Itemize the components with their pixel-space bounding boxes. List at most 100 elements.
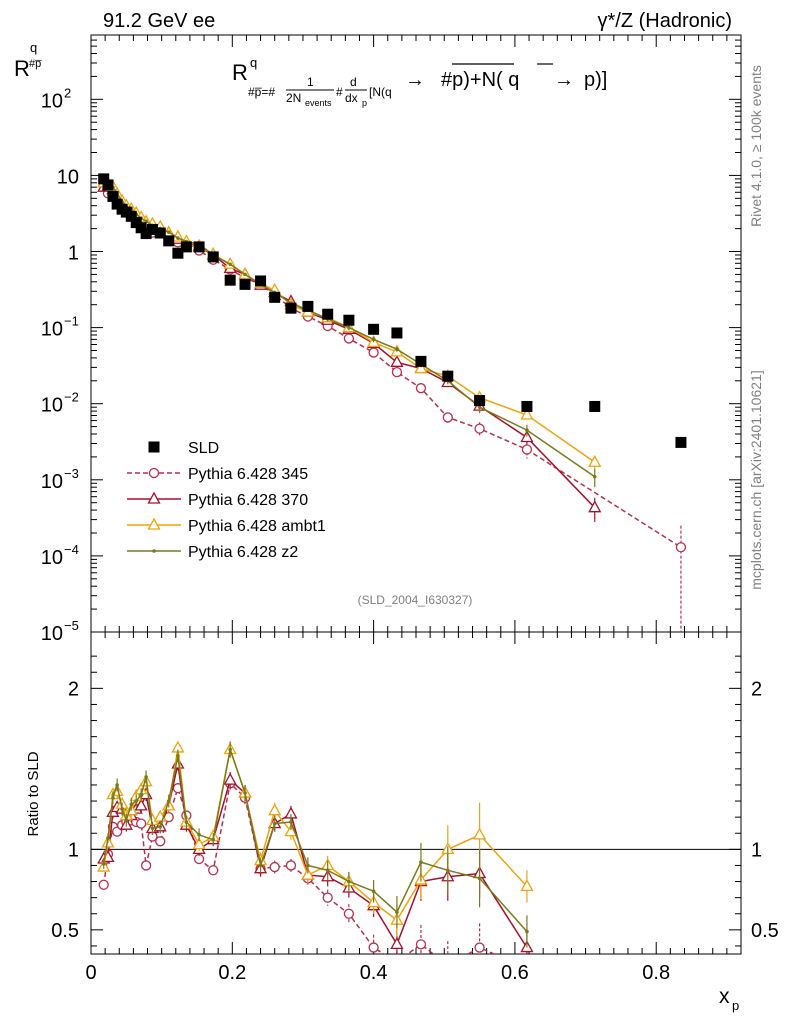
data-point (525, 929, 529, 934)
legend-marker (152, 549, 156, 553)
data-point (368, 347, 379, 358)
data-point (243, 272, 247, 277)
data-point (269, 291, 281, 303)
data-point (163, 235, 175, 247)
data-point (155, 836, 166, 847)
x-tick-label: 0.4 (360, 962, 388, 984)
formula-arrow-2: → (554, 69, 574, 91)
data-point (371, 337, 376, 342)
data-point (525, 428, 529, 432)
process-label: γ*/Z (Hadronic) (598, 10, 732, 32)
formula-title: R q #p̅=# 1 2N events # d dx p [N(q → #p… (232, 55, 607, 108)
data-point (258, 863, 263, 868)
data-point (146, 223, 158, 235)
data-point (224, 274, 236, 286)
y-tick-exp: −4 (64, 542, 79, 557)
data-point (124, 818, 129, 823)
y-tick-exp: −3 (64, 466, 79, 481)
data-point (243, 791, 247, 795)
data-point (98, 879, 109, 890)
data-point (102, 179, 114, 191)
formula-sup-q: q (250, 55, 257, 70)
data-point (347, 325, 351, 330)
formula-tail: p)] (584, 69, 607, 91)
data-point (415, 383, 427, 394)
data-point (129, 802, 134, 807)
ylabel-R: R (14, 56, 30, 81)
legend-item-pythia-6-428-370: Pythia 6.428 370 (127, 491, 308, 509)
analysis-label: (SLD_2004_I630327) (358, 593, 473, 607)
data-point (588, 500, 602, 513)
legend-label: Pythia 6.428 345 (188, 466, 308, 483)
data-point (419, 860, 423, 865)
data-point (223, 772, 237, 785)
formula-R: R (232, 60, 248, 85)
y-tick-base: 10 (41, 623, 63, 645)
legend-label: Pythia 6.428 ambt1 (188, 518, 326, 535)
data-point (589, 400, 601, 412)
formula-hash: # (336, 85, 343, 99)
legend-label: Pythia 6.428 370 (188, 492, 308, 509)
y-tick-exp: 2 (64, 85, 71, 100)
data-point (176, 754, 180, 758)
y-tick-base: 1 (68, 243, 79, 265)
data-point (268, 803, 282, 816)
data-point (140, 860, 152, 871)
data-point (520, 879, 534, 892)
xlabel-sub: p (732, 998, 739, 1013)
data-point (111, 796, 115, 800)
y-tick-base: 10 (41, 395, 63, 417)
x-tick-label: 0.8 (642, 962, 670, 984)
data-point (285, 860, 297, 871)
y-tick-label: 10 −4 (41, 542, 79, 569)
series-line-pythia-6-428-370 (103, 763, 528, 949)
data-point (390, 936, 404, 949)
formula-arrow-1: → (405, 69, 425, 91)
upper-plot-series (97, 173, 687, 632)
data-point (269, 861, 280, 873)
data-point (115, 783, 119, 787)
data-point (343, 314, 355, 326)
series-sld (98, 173, 687, 448)
data-point (134, 798, 148, 811)
legend-item-pythia-6-428-345: Pythia 6.428 345 (127, 466, 308, 483)
series-pythia-6-428-370 (97, 756, 534, 954)
series-line-pythia-6-428-ambt1 (102, 746, 528, 922)
formula-frac-den: 2N (286, 91, 301, 105)
data-point (134, 799, 139, 803)
data-point (184, 820, 189, 824)
formula-bracket: [N(q (369, 85, 392, 99)
data-point (197, 833, 201, 837)
data-point (442, 412, 453, 423)
upper-y-axis-label: R q #p̅ (14, 40, 42, 81)
y-tick-label: 1 (68, 243, 79, 265)
data-point (192, 837, 206, 850)
ratio-y-tick-label-right: 2 (751, 678, 762, 700)
legend-label: Pythia 6.428 z2 (188, 544, 298, 561)
data-point (371, 889, 376, 894)
data-point (415, 355, 427, 367)
data-point (395, 347, 399, 352)
data-point (414, 361, 428, 374)
ratio-axis-ticks: 2 2 1 1 0.5 0.5 0 0.2 0.4 0.6 0.8 (51, 632, 779, 984)
data-point (98, 173, 110, 185)
data-point (289, 820, 293, 824)
data-point (211, 837, 216, 842)
data-point (343, 908, 355, 919)
y-tick-base: 10 (41, 471, 63, 493)
series-pythia-6-428-370 (97, 179, 602, 522)
data-point (208, 865, 219, 876)
xlabel-x: x (719, 985, 730, 1008)
data-point (368, 942, 379, 953)
legend-item-pythia-6-428-z2: Pythia 6.428 z2 (127, 544, 298, 561)
data-point (445, 868, 450, 873)
y-tick-label: 10 −3 (41, 466, 79, 493)
y-tick-exp: −5 (64, 618, 79, 633)
ratio-y-tick-label: 0.5 (51, 920, 79, 942)
x-tick-label: 0.6 (501, 962, 529, 984)
formula-sub: #p̅=# (248, 85, 275, 99)
data-point (107, 190, 119, 202)
data-point (415, 939, 427, 950)
data-point (101, 862, 106, 866)
